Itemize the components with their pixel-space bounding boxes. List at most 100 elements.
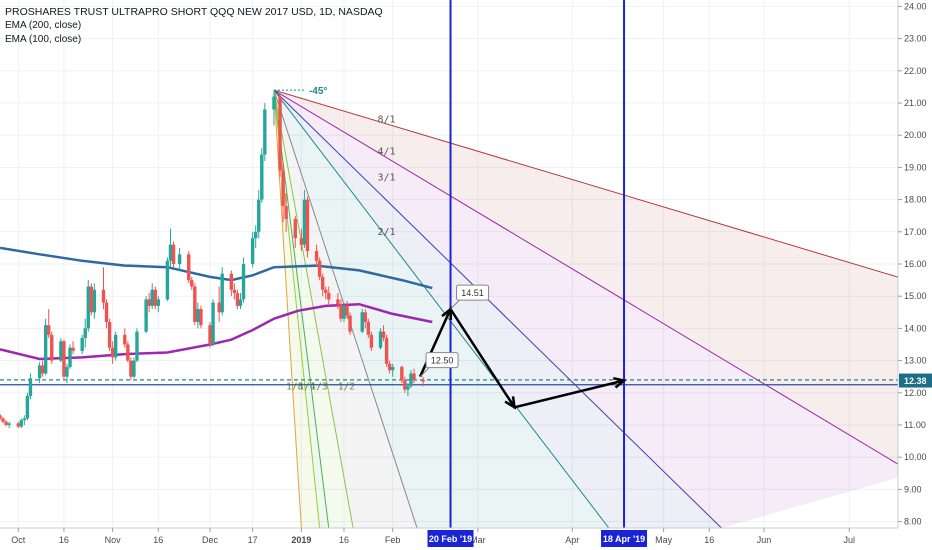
candle-body [40, 365, 45, 374]
time-tick-label: 16 [339, 535, 349, 545]
candle-body [16, 423, 20, 427]
candle-body [107, 321, 112, 348]
projection-arrowhead [613, 377, 627, 389]
candle-body [317, 260, 322, 277]
candle-body [65, 367, 69, 377]
price-callout-box [456, 284, 490, 301]
candle-body [293, 218, 297, 239]
gann-line-2-1 [273, 89, 610, 528]
candle-body [320, 276, 325, 290]
price-callout-label: 12.50 [431, 356, 454, 366]
time-tick-label: Apr [565, 535, 579, 545]
candle-body [47, 325, 51, 335]
current-price-badge [899, 373, 932, 388]
candle-body [272, 96, 276, 110]
chart-legend: PROSHARES TRUST ULTRAPRO SHORT QQQ NEW 2… [5, 5, 383, 47]
candle-body [400, 367, 404, 380]
level-lines [0, 379, 898, 386]
candle-body [168, 244, 173, 261]
candle-body [156, 299, 160, 306]
candle-body [278, 96, 282, 171]
legend-ema200: EMA (200, close) [5, 20, 82, 31]
gann-fan-zone [273, 90, 898, 528]
candle-body [92, 289, 97, 313]
candle-body [165, 260, 170, 300]
candle-body [238, 299, 243, 306]
candle-body [314, 251, 319, 261]
gann-line-8-1 [273, 89, 898, 278]
price-tick-label: 12.00 [904, 388, 927, 398]
projection-arrowhead [504, 396, 517, 410]
time-tick-label: Jun [757, 535, 772, 545]
gann-label-1-8: 1/8 [286, 382, 303, 393]
price-tick-label: 13.00 [904, 356, 927, 366]
candle-body [327, 292, 331, 300]
candle-body [123, 334, 127, 345]
candle-body [104, 302, 109, 322]
time-tick-label: 16 [153, 535, 163, 545]
date-marker-label: 18 Apr '19 [603, 534, 645, 544]
candle-body [113, 334, 118, 358]
candle-body [384, 338, 389, 364]
candle-body [0, 415, 2, 419]
time-axis: Oct 16 Nov 16 Dec 17 2019 16 Feb Mar Apr May 16 Jun Ju… [0, 527, 932, 550]
candle-body [281, 170, 285, 207]
price-tick-label: 23.00 [904, 34, 927, 44]
candle-body [150, 289, 154, 306]
candle-body [232, 289, 237, 293]
candle-body [126, 344, 130, 361]
price-tick-label: 16.00 [904, 259, 927, 269]
candle-body [68, 347, 72, 368]
price-callout-pointer [450, 298, 461, 310]
current-price-label: 12.38 [904, 376, 927, 386]
candle-body [135, 331, 139, 361]
candle-body [387, 363, 392, 371]
angle-label: -45° [309, 86, 327, 97]
candle-body [86, 286, 90, 329]
candle-body [129, 360, 133, 377]
candle-body [1, 418, 5, 422]
projection-path: 12.50 14.51 [418, 284, 627, 410]
price-tick-label: 11.00 [904, 420, 926, 430]
price-axis: 24.00 23.00 22.00 21.00 20.00 19.00 18.00 17.00… [897, 0, 932, 550]
time-tick-label: Feb [385, 535, 401, 545]
candle-body [50, 334, 54, 361]
candle-body [409, 373, 413, 387]
candle-body [229, 273, 234, 290]
candle-body [196, 309, 200, 322]
candle-body [363, 312, 367, 322]
price-axis-bg [898, 0, 932, 550]
candle-body [71, 347, 75, 351]
candle-body [7, 423, 11, 425]
price-tick-label: 10.00 [904, 452, 927, 462]
candle-body [378, 331, 383, 348]
date-marker-badge [601, 530, 648, 547]
projection-polyline [418, 306, 625, 409]
gann-label-1-3: 1/3 [310, 382, 327, 393]
candle-body [381, 331, 386, 339]
time-tick-label: Nov [105, 535, 122, 545]
price-tick-label: 9.00 [904, 484, 922, 494]
time-tick-label: Oct [11, 535, 26, 545]
gann-label-1-2: 1/2 [338, 382, 355, 393]
candle-body [208, 325, 212, 345]
candle-body [80, 338, 84, 351]
candle-body [25, 396, 30, 419]
time-tick-label: Jul [844, 535, 856, 545]
price-tick-label: 22.00 [904, 66, 927, 76]
candle-body [336, 299, 340, 305]
candle-body [369, 334, 374, 348]
gann-label-4-1: 4/1 [377, 147, 395, 158]
price-tick-label: 24.00 [904, 1, 927, 11]
time-tick-label: Dec [202, 535, 219, 545]
date-marker-badge [427, 530, 474, 547]
ema100-line [0, 302, 433, 361]
candle-body [254, 231, 258, 239]
gann-label-2-1: 2/1 [377, 227, 395, 238]
price-tick-label: 21.00 [904, 98, 927, 108]
price-tick-label: 18.00 [904, 195, 927, 205]
candle-body [110, 347, 115, 358]
candle-body [147, 299, 151, 306]
gann-label-3-1: 3/1 [377, 172, 395, 183]
